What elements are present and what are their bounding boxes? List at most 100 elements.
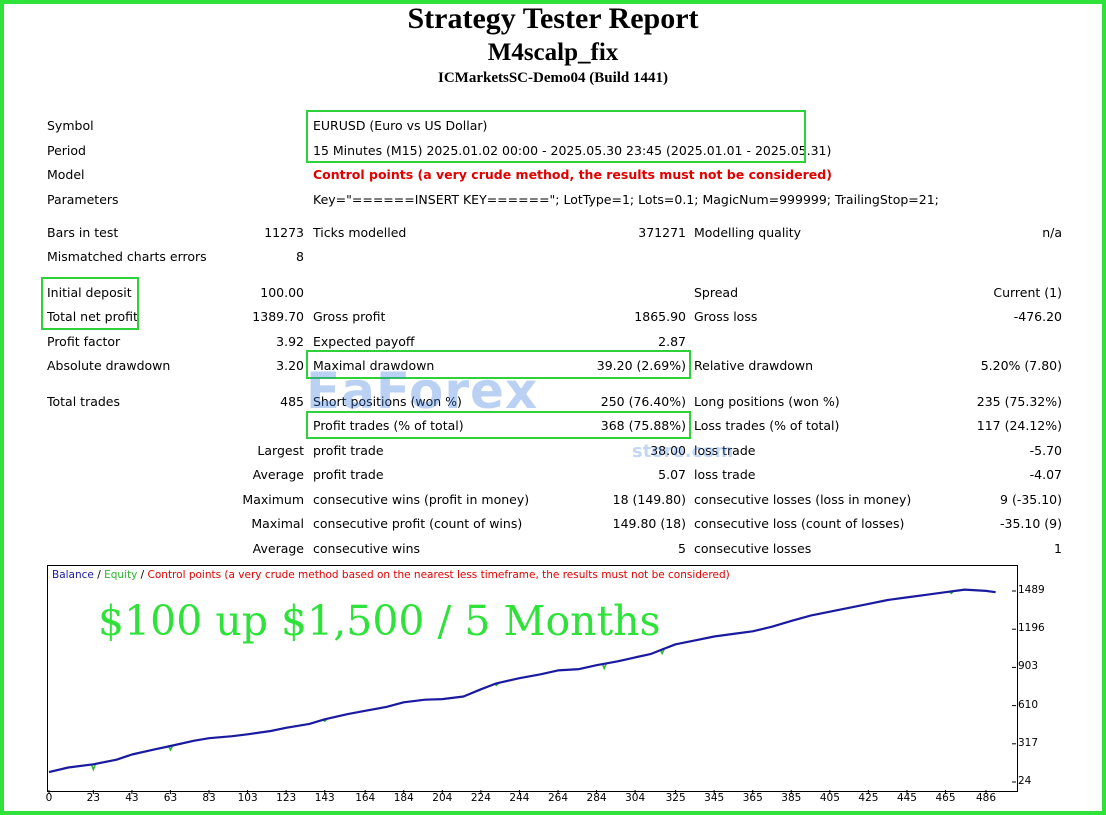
x-tick-label: 244 (509, 792, 530, 804)
average-label: Average (252, 467, 304, 482)
mismatch-value: 8 (296, 249, 304, 264)
period-label: Period (47, 143, 86, 158)
largest-profit-label: profit trade (313, 443, 384, 458)
period-value: 15 Minutes (M15) 2025.01.02 00:00 - 2025… (313, 143, 832, 158)
max-cons-losses-value: 9 (-35.10) (1000, 492, 1062, 507)
maximum-label: Maximum (242, 492, 304, 507)
total-trades-label: Total trades (47, 394, 121, 409)
legend-balance: Balance (52, 569, 94, 581)
mismatch-label: Mismatched charts errors (47, 249, 207, 264)
x-tick-label: 184 (393, 792, 414, 804)
expert-name: M4scalp_fix (487, 39, 619, 66)
largest-loss-value: -5.70 (1029, 443, 1062, 458)
spread-label: Spread (694, 285, 739, 300)
net-profit-value: 1389.70 (252, 309, 304, 324)
max-cons-losses-label: consecutive losses (loss in money) (694, 492, 912, 507)
average-cons-label: Average (252, 541, 304, 556)
report-title: Strategy Tester Report (407, 2, 699, 35)
maximal-cons-profit-label: consecutive profit (count of wins) (313, 516, 523, 531)
profit-factor-label: Profit factor (47, 334, 121, 349)
highlight-deposit-profit (41, 277, 139, 330)
x-tick-label: 445 (896, 792, 917, 804)
maximal-cons-profit-value: 149.80 (18) (612, 516, 686, 531)
profit-trades-label: Profit trades (% of total) (313, 418, 464, 433)
x-tick-label: 486 (976, 792, 997, 804)
legend-equity: Equity (104, 569, 138, 581)
max-cons-wins-value: 18 (149.80) (612, 492, 686, 507)
bars-label: Bars in test (47, 225, 119, 240)
gross-loss-value: -476.20 (1013, 309, 1062, 324)
average-loss-value: -4.07 (1029, 467, 1062, 482)
legend-separator: / (137, 569, 148, 581)
short-positions-value: 250 (76.40%) (600, 394, 686, 409)
average-profit-label: profit trade (313, 467, 384, 482)
largest-label: Largest (257, 443, 304, 458)
model-label: Model (47, 167, 85, 182)
largest-profit-value: 38.00 (650, 443, 686, 458)
x-tick-label: 325 (665, 792, 686, 804)
x-tick-label: 264 (547, 792, 569, 804)
average-cons-losses-value: 1 (1054, 541, 1062, 556)
parameters-value: Key="======INSERT KEY======"; LotType=1;… (313, 192, 939, 207)
maximal-cons-loss-value: -35.10 (9) (1000, 516, 1062, 531)
y-tick-label: 903 (1018, 660, 1039, 673)
x-tick-label: 43 (125, 792, 139, 804)
chart-legend: Balance / Equity / Control points (a ver… (52, 569, 730, 581)
x-tick-label: 465 (935, 792, 956, 804)
highlight-maximal-drawdown (306, 350, 691, 379)
model-value: Control points (a very crude method, the… (313, 167, 832, 182)
long-positions-value: 235 (75.32%) (976, 394, 1062, 409)
net-profit-label: Total net profit (47, 309, 138, 324)
x-tick-label: 345 (704, 792, 725, 804)
maximal-cons-loss-label: consecutive loss (count of losses) (694, 516, 905, 531)
gross-loss-label: Gross loss (694, 309, 758, 324)
average-cons-wins-value: 5 (678, 541, 686, 556)
average-cons-wins-label: consecutive wins (313, 541, 421, 556)
x-tick-label: 164 (355, 792, 376, 804)
symbol-value: EURUSD (Euro vs US Dollar) (313, 118, 488, 133)
short-positions-label: Short positions (won %) (313, 394, 462, 409)
y-tick-label: 24 (1018, 775, 1032, 787)
x-tick-label: 365 (742, 792, 763, 804)
maximal-drawdown-label: Maximal drawdown (313, 358, 435, 373)
spread-value: Current (1) (993, 285, 1062, 300)
maximal-label: Maximal (251, 516, 304, 531)
x-tick-label: 224 (470, 792, 491, 804)
legend-control-points: Control points (a very crude method base… (147, 569, 730, 581)
quality-label: Modelling quality (694, 225, 802, 240)
x-tick-label: 425 (858, 792, 879, 804)
x-tick-label: 143 (314, 792, 335, 804)
relative-drawdown-value: 5.20% (7.80) (980, 358, 1062, 373)
largest-loss-label: loss trade (694, 443, 756, 458)
x-tick-label: 0 (45, 792, 53, 804)
x-tick-label: 405 (819, 792, 840, 804)
legend-separator: / (93, 569, 105, 581)
brand-watermark: EaForex (306, 362, 539, 420)
server-build: ICMarketsSC-Demo04 (Build 1441) (438, 70, 668, 86)
average-cons-losses-label: consecutive losses (694, 541, 812, 556)
x-tick-label: 385 (781, 792, 802, 804)
balance-chart-area (47, 565, 1018, 792)
y-tick-label: 610 (1018, 698, 1039, 711)
y-tick-label: 1196 (1018, 622, 1045, 635)
quality-value: n/a (1042, 225, 1062, 240)
parameters-label: Parameters (47, 192, 119, 207)
relative-drawdown-label: Relative drawdown (694, 358, 814, 373)
ticks-label: Ticks modelled (313, 225, 407, 240)
expected-payoff-label: Expected payoff (313, 334, 415, 349)
x-tick-label: 103 (237, 792, 258, 804)
absolute-drawdown-value: 3.20 (276, 358, 304, 373)
loss-trades-label: Loss trades (% of total) (694, 418, 840, 433)
promo-overlay-text: $100 up $1,500 / 5 Months (98, 597, 661, 645)
average-loss-label: loss trade (694, 467, 756, 482)
x-tick-label: 23 (86, 792, 101, 804)
brand-watermark-sub: store.com (632, 441, 734, 462)
absolute-drawdown-label: Absolute drawdown (47, 358, 171, 373)
loss-trades-value: 117 (24.12%) (976, 418, 1062, 433)
x-tick-label: 204 (432, 792, 453, 804)
maximal-drawdown-value: 39.20 (2.69%) (596, 358, 686, 373)
deposit-label: Initial deposit (47, 285, 132, 300)
x-tick-label: 83 (202, 792, 216, 804)
